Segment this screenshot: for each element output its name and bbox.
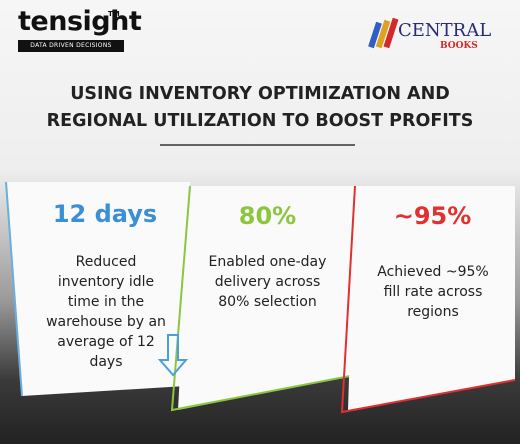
card-bg (6, 182, 190, 396)
partner-icon (368, 17, 399, 49)
card-border (340, 185, 516, 414)
card-text: Achieved ~95% fill rate across regions (377, 264, 489, 320)
brand: tensight (18, 6, 142, 37)
card-figure: 80% (238, 202, 297, 230)
tagline: DATA DRIVEN DECISIONS (18, 40, 124, 52)
card-figure: 12 days (52, 200, 158, 228)
card-bg (178, 186, 355, 410)
card-text: Reduced inventory idle time in the wareh… (46, 254, 166, 370)
title: REGIONAL UTILIZATION TO BOOST PROFITS (46, 111, 474, 131)
arrow-icon (157, 334, 189, 377)
card-text: Enabled one-day delivery across 80% sele… (208, 254, 327, 310)
partner-name: CENTRAL (398, 20, 492, 41)
card-bg (348, 186, 515, 410)
partner-name: BOOKS (440, 41, 478, 51)
trademark: TM (108, 10, 120, 18)
card-border (170, 185, 351, 412)
card-border (5, 181, 23, 397)
title: USING INVENTORY OPTIMIZATION AND (70, 84, 450, 104)
card-figure: ~95% (393, 202, 472, 230)
